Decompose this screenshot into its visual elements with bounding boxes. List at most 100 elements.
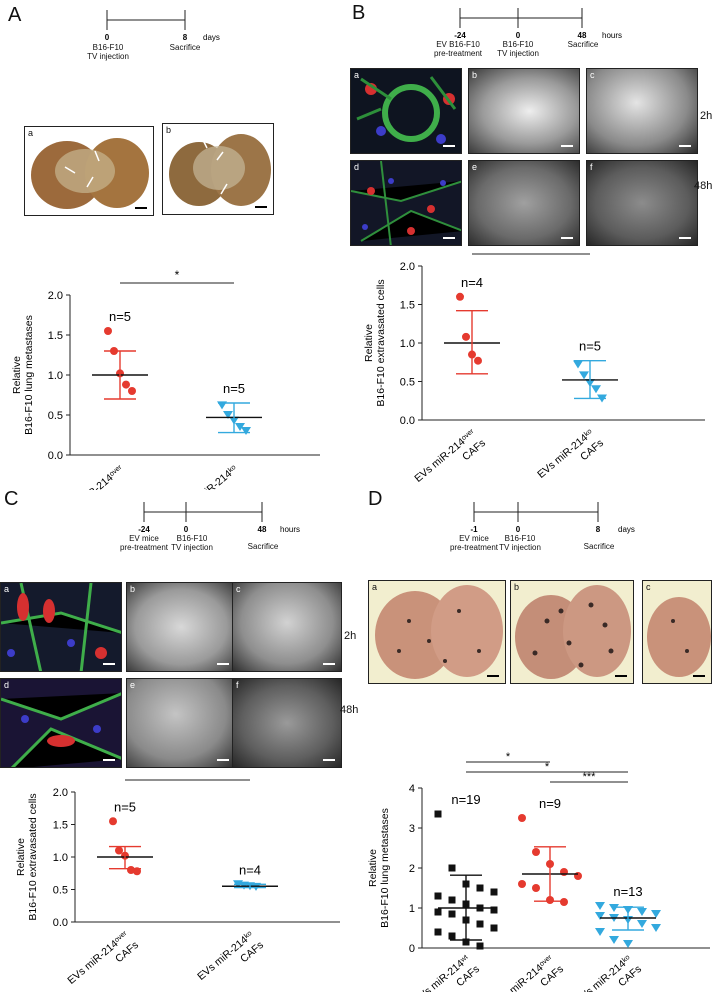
data-point <box>448 864 456 872</box>
image-c-e-label: e <box>130 680 136 690</box>
n-label: n=19 <box>451 792 480 807</box>
n-label: n=5 <box>579 339 601 354</box>
scale-bar <box>443 237 455 239</box>
image-b-f-label: f <box>590 162 593 172</box>
data-point <box>595 928 605 936</box>
y-tick-label: 0.5 <box>48 410 63 422</box>
image-b-d-label: d <box>354 162 360 172</box>
tl-c-unit: hours <box>280 525 300 534</box>
data-point <box>235 423 245 431</box>
significance-label: * <box>529 250 534 253</box>
tl-a-tick-0: 0 <box>105 33 110 42</box>
chart-a: 0.0 0.5 1.0 1.5 2.0 Relative B16-F10 lung meta… <box>11 268 320 490</box>
y-tick-label: 2.0 <box>53 787 68 799</box>
tl-a-tick-1: 8 <box>183 33 188 42</box>
significance-label: * <box>545 761 550 773</box>
panel-c-timeline: -24 0 48 hours <box>138 502 300 534</box>
image-c-d: d <box>0 678 122 768</box>
scale-bar <box>323 663 335 665</box>
data-point <box>115 846 123 855</box>
scale-bar <box>693 675 705 677</box>
y-axis-label: B16-F10 lung metastases <box>23 315 35 435</box>
tl-d-label-2: Sacrifice <box>583 542 615 551</box>
fluorescence-photo <box>351 161 461 245</box>
panel-a-timeline: 0 8 days <box>105 10 220 42</box>
data-point <box>595 902 605 910</box>
n-label: n=4 <box>461 275 483 290</box>
image-b-a: a <box>350 68 462 154</box>
scale-bar <box>323 759 335 761</box>
image-d-b-label: b <box>514 582 520 592</box>
panel-c-label: C <box>4 488 19 510</box>
data-point <box>518 814 526 822</box>
y-tick-label: 0.5 <box>400 377 415 389</box>
significance-label: * <box>506 751 511 763</box>
data-point <box>595 912 605 920</box>
image-c-b: b <box>126 582 236 672</box>
time-label-48h: 48h <box>694 180 713 192</box>
image-c-f: f <box>232 678 342 768</box>
scale-bar <box>217 663 229 665</box>
y-tick-label: 2.0 <box>48 290 63 302</box>
time-label-2h: 2h <box>344 630 357 642</box>
n-label: n=5 <box>109 309 131 324</box>
scale-bar <box>679 145 691 147</box>
image-c-c-label: c <box>236 584 241 594</box>
y-tick-label: 1.5 <box>48 330 63 342</box>
tl-a-unit: days <box>203 33 220 42</box>
panel-b: B -24 0 48 hours EV B16-F10 pre-treatmen… <box>350 0 718 490</box>
tl-d-unit: days <box>618 525 635 534</box>
image-c-b-label: b <box>130 584 136 594</box>
data-point <box>434 908 442 916</box>
scale-bar <box>443 145 455 147</box>
lung-photo <box>647 597 711 677</box>
data-point <box>109 817 117 826</box>
data-point <box>434 810 442 818</box>
image-c-d-label: d <box>4 680 10 690</box>
data-point <box>490 888 498 896</box>
image-b-c-label: c <box>590 70 595 80</box>
y-tick-label: 1.5 <box>400 300 415 312</box>
data-point <box>474 356 482 365</box>
data-point <box>476 942 484 950</box>
y-axis-label: B16-F10 extravasated cells <box>375 279 387 406</box>
tl-b-label-2: Sacrifice <box>567 40 599 49</box>
significance-label: *** <box>583 771 597 783</box>
data-point <box>573 360 583 369</box>
data-point <box>637 908 647 916</box>
tl-d-tick-1: 0 <box>516 525 521 534</box>
image-b-a-label: a <box>354 70 360 80</box>
y-axis-label: B16-F10 extravasated cells <box>27 793 39 920</box>
data-point <box>532 884 540 892</box>
image-d-c: c <box>642 580 712 684</box>
y-tick-label: 1 <box>409 903 415 915</box>
y-tick-label: 0.5 <box>53 885 68 897</box>
image-b-b: b <box>468 68 580 154</box>
image-b-c: c <box>586 68 698 154</box>
scale-bar <box>103 663 115 665</box>
image-b-d: d <box>350 160 462 246</box>
data-point <box>448 910 456 918</box>
tl-b-label-0: EV B16-F10 pre-treatment <box>433 40 483 58</box>
y-tick-label: 3 <box>409 823 415 835</box>
data-point <box>128 387 136 395</box>
y-tick-label: 2.0 <box>400 261 415 273</box>
data-point <box>104 327 112 335</box>
data-point <box>122 380 130 389</box>
y-tick-label: 1.0 <box>48 370 63 382</box>
tl-c-tick-0: -24 <box>138 525 150 534</box>
data-point <box>462 332 470 341</box>
significance-label: * <box>175 268 180 282</box>
n-label: n=5 <box>223 381 245 396</box>
data-point <box>456 292 464 301</box>
tl-b-label-1: B16-F10 TV injection <box>497 40 539 58</box>
image-c-a: a <box>0 582 122 672</box>
data-point <box>560 868 568 876</box>
scale-bar <box>217 759 229 761</box>
image-c-a-label: a <box>4 584 10 594</box>
data-point <box>241 427 251 435</box>
chart-b: 0.0 0.5 1.0 1.5 2.0 Relative B16-F10 extravasa… <box>363 250 705 485</box>
image-d-a: a <box>368 580 506 684</box>
image-a-b: b <box>162 123 274 215</box>
data-point <box>637 920 647 928</box>
